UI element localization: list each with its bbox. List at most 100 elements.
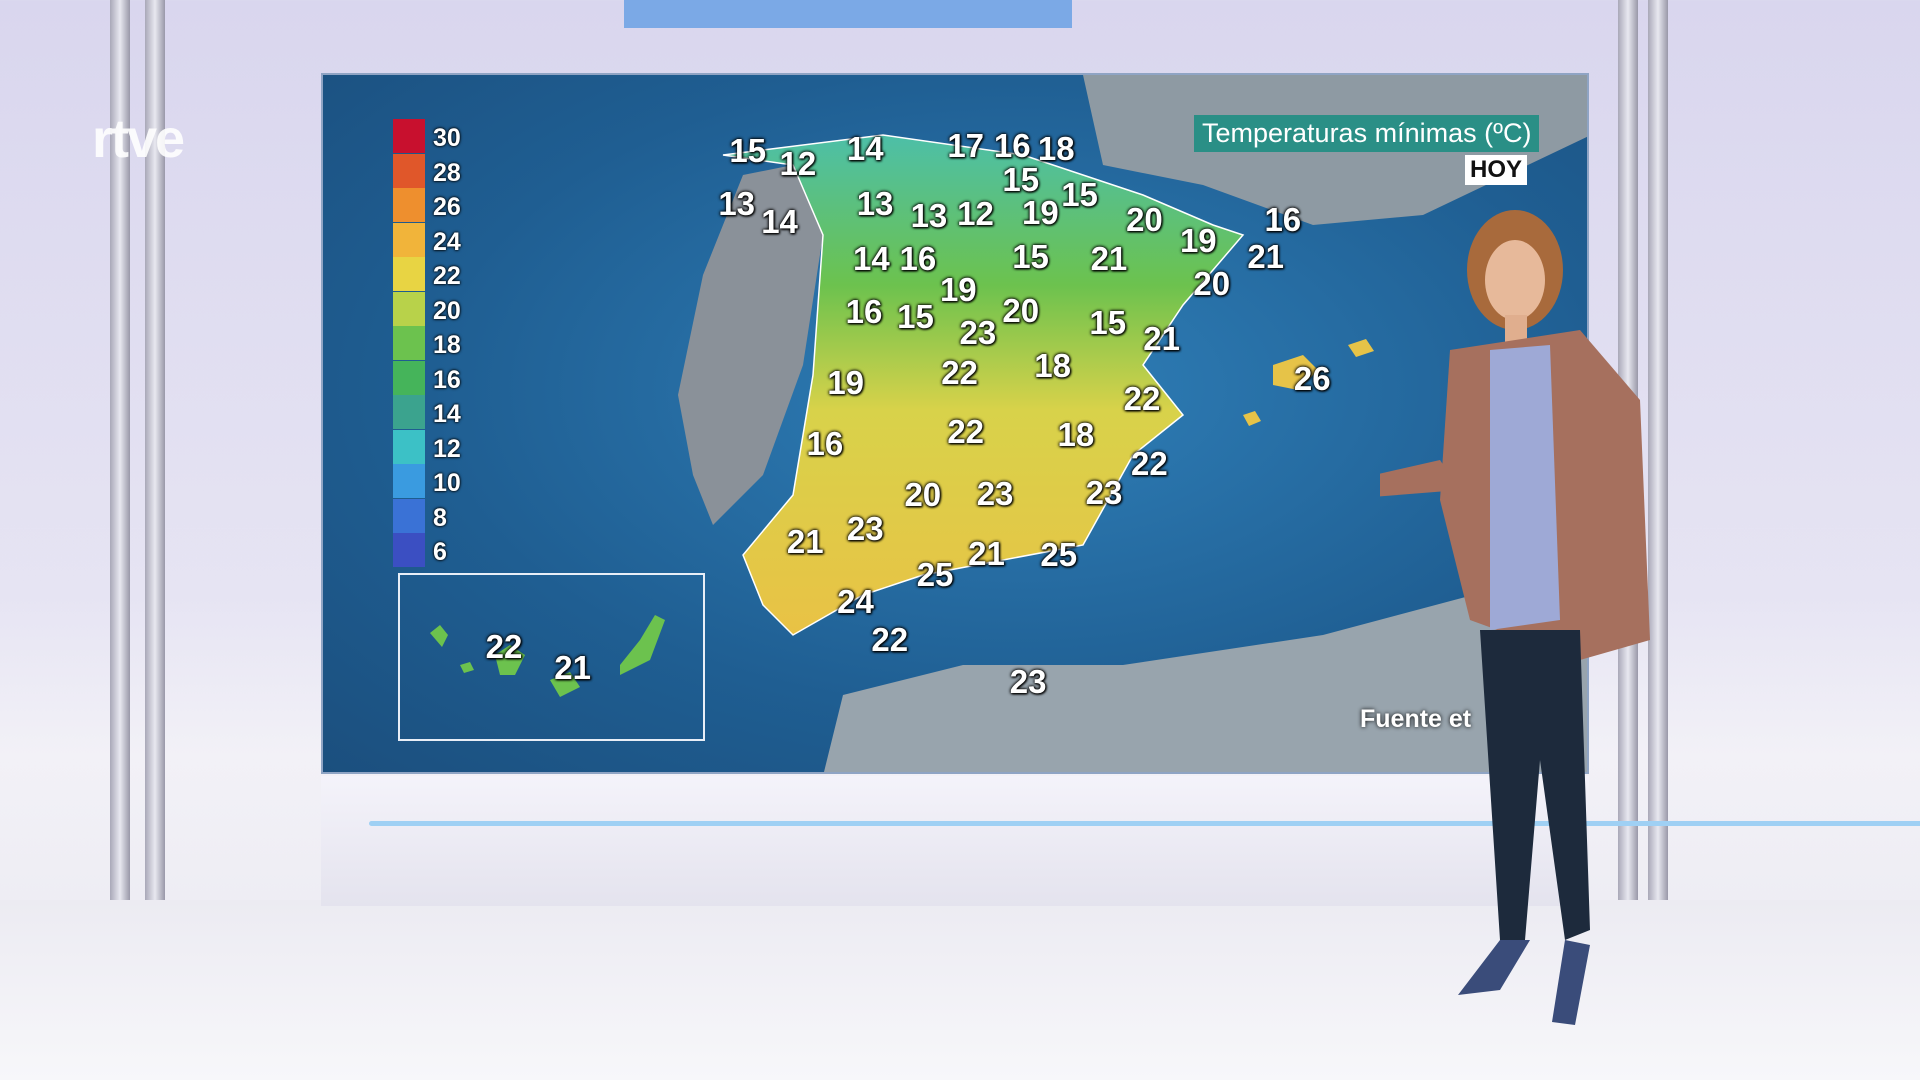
legend-entry: 22 bbox=[393, 257, 493, 291]
temperature-value: 23 bbox=[976, 475, 1014, 513]
legend-label: 18 bbox=[433, 331, 461, 359]
temperature-value: 20 bbox=[904, 476, 942, 514]
legend-entry: 26 bbox=[393, 188, 493, 222]
temperature-value: 25 bbox=[916, 556, 954, 594]
temperature-value: 23 bbox=[959, 313, 997, 351]
legend-swatch bbox=[393, 395, 425, 429]
legend-label: 30 bbox=[433, 124, 461, 152]
legend-entry: 30 bbox=[393, 119, 493, 153]
legend-swatch bbox=[393, 153, 425, 188]
legend-label: 16 bbox=[433, 365, 461, 394]
temperature-value: 18 bbox=[1037, 129, 1075, 167]
studio-pillar bbox=[145, 0, 165, 960]
temperature-value: 23 bbox=[1085, 474, 1123, 512]
legend-label: 20 bbox=[433, 296, 461, 325]
portugal-land bbox=[678, 165, 823, 525]
temperature-value: 12 bbox=[779, 144, 817, 182]
legend-label: 22 bbox=[433, 262, 461, 290]
day-badge: HOY bbox=[1465, 155, 1528, 185]
legend-label: 26 bbox=[433, 193, 461, 221]
temperature-value: 16 bbox=[806, 425, 844, 463]
legend-entry: 6 bbox=[393, 533, 493, 567]
temperature-value: 16 bbox=[1264, 200, 1302, 238]
legend-entry: 10 bbox=[393, 464, 493, 498]
legend-swatch bbox=[393, 429, 425, 464]
temperature-value: 18 bbox=[1057, 416, 1095, 454]
legend-entry: 28 bbox=[393, 153, 493, 188]
legend-swatch bbox=[393, 464, 425, 498]
presenter bbox=[1380, 210, 1650, 1025]
temperature-value: 16 bbox=[993, 127, 1031, 165]
studio-pillar bbox=[1648, 0, 1668, 960]
temperature-value: 23 bbox=[1009, 662, 1047, 700]
data-source: Fuente et bbox=[1360, 705, 1472, 733]
temperature-value: 21 bbox=[1090, 240, 1128, 278]
canary-islands-inset bbox=[398, 573, 705, 741]
temperature-value: 17 bbox=[947, 127, 985, 165]
legend-swatch bbox=[393, 188, 425, 222]
legend-swatch bbox=[393, 257, 425, 291]
temperature-value: 22 bbox=[485, 628, 523, 666]
rtve-logo: rtve bbox=[92, 109, 185, 169]
temperature-value: 15 bbox=[1061, 176, 1098, 214]
temperature-value: 25 bbox=[1040, 536, 1078, 574]
iberia-land bbox=[722, 134, 1245, 636]
legend-swatch bbox=[393, 291, 425, 326]
temperature-value: 13 bbox=[910, 197, 948, 235]
temperature-value: 22 bbox=[941, 354, 978, 392]
weather-map-screen: 30 28 26 24 22 20 18 16 14 12 10 8 6 Temperaturas mí… bbox=[321, 73, 1589, 774]
temperature-value: 21 bbox=[1143, 319, 1180, 357]
legend-label: 12 bbox=[433, 434, 461, 463]
temperature-value: 21 bbox=[554, 649, 591, 687]
temperature-value: 21 bbox=[1247, 237, 1285, 275]
legend-entry: 12 bbox=[393, 429, 493, 464]
temperature-value: 22 bbox=[1130, 444, 1168, 482]
legend-swatch bbox=[393, 360, 425, 395]
map-title: Temperaturas mínimas (ºC) bbox=[1194, 115, 1540, 152]
screen-base bbox=[321, 776, 1920, 906]
legend-label: 14 bbox=[433, 400, 461, 428]
legend-label: 8 bbox=[433, 503, 447, 532]
temperature-value: 15 bbox=[1089, 303, 1127, 341]
temperature-value: 16 bbox=[845, 292, 883, 330]
temperature-value: 14 bbox=[761, 203, 798, 241]
temperature-value: 22 bbox=[947, 412, 985, 450]
temperature-value: 19 bbox=[939, 270, 977, 308]
studio-pillar bbox=[110, 0, 130, 960]
temperature-value: 13 bbox=[718, 185, 756, 223]
temperature-value: 20 bbox=[1193, 264, 1231, 302]
temperature-value: 15 bbox=[897, 297, 934, 335]
temperature-value: 18 bbox=[1034, 346, 1071, 384]
legend-entry: 8 bbox=[393, 498, 493, 533]
temperature-value: 12 bbox=[957, 194, 994, 232]
temperature-value: 22 bbox=[1123, 379, 1161, 417]
studio-light bbox=[624, 0, 1072, 28]
temperature-value: 21 bbox=[786, 523, 824, 560]
temperature-value: 19 bbox=[827, 363, 865, 401]
legend-label: 6 bbox=[433, 538, 447, 566]
temperature-value: 20 bbox=[1002, 291, 1040, 329]
temperature-value: 14 bbox=[853, 240, 890, 278]
legend-entry: 18 bbox=[393, 326, 493, 360]
temperature-value: 20 bbox=[1126, 200, 1163, 238]
legend-label: 10 bbox=[433, 469, 461, 497]
temperature-value: 23 bbox=[846, 509, 884, 547]
temperature-value: 19 bbox=[1179, 221, 1217, 259]
legend-swatch bbox=[393, 326, 425, 360]
studio-floor bbox=[0, 900, 1920, 1080]
temperature-value: 15 bbox=[729, 132, 767, 170]
temperature-value: 16 bbox=[899, 240, 937, 278]
legend-label: 24 bbox=[433, 227, 461, 256]
legend-entry: 14 bbox=[393, 395, 493, 429]
balearic-islands bbox=[1243, 339, 1374, 426]
legend-entry: 16 bbox=[393, 360, 493, 395]
temperature-value: 15 bbox=[1002, 160, 1040, 198]
legend-entry: 20 bbox=[393, 291, 493, 326]
legend-swatch bbox=[393, 119, 425, 153]
temperature-value: 22 bbox=[871, 620, 909, 658]
temperature-value: 19 bbox=[1022, 193, 1059, 231]
temperature-value: 15 bbox=[1012, 237, 1049, 275]
legend-swatch bbox=[393, 222, 425, 257]
legend-entry: 24 bbox=[393, 222, 493, 257]
legend-swatch bbox=[393, 533, 425, 567]
